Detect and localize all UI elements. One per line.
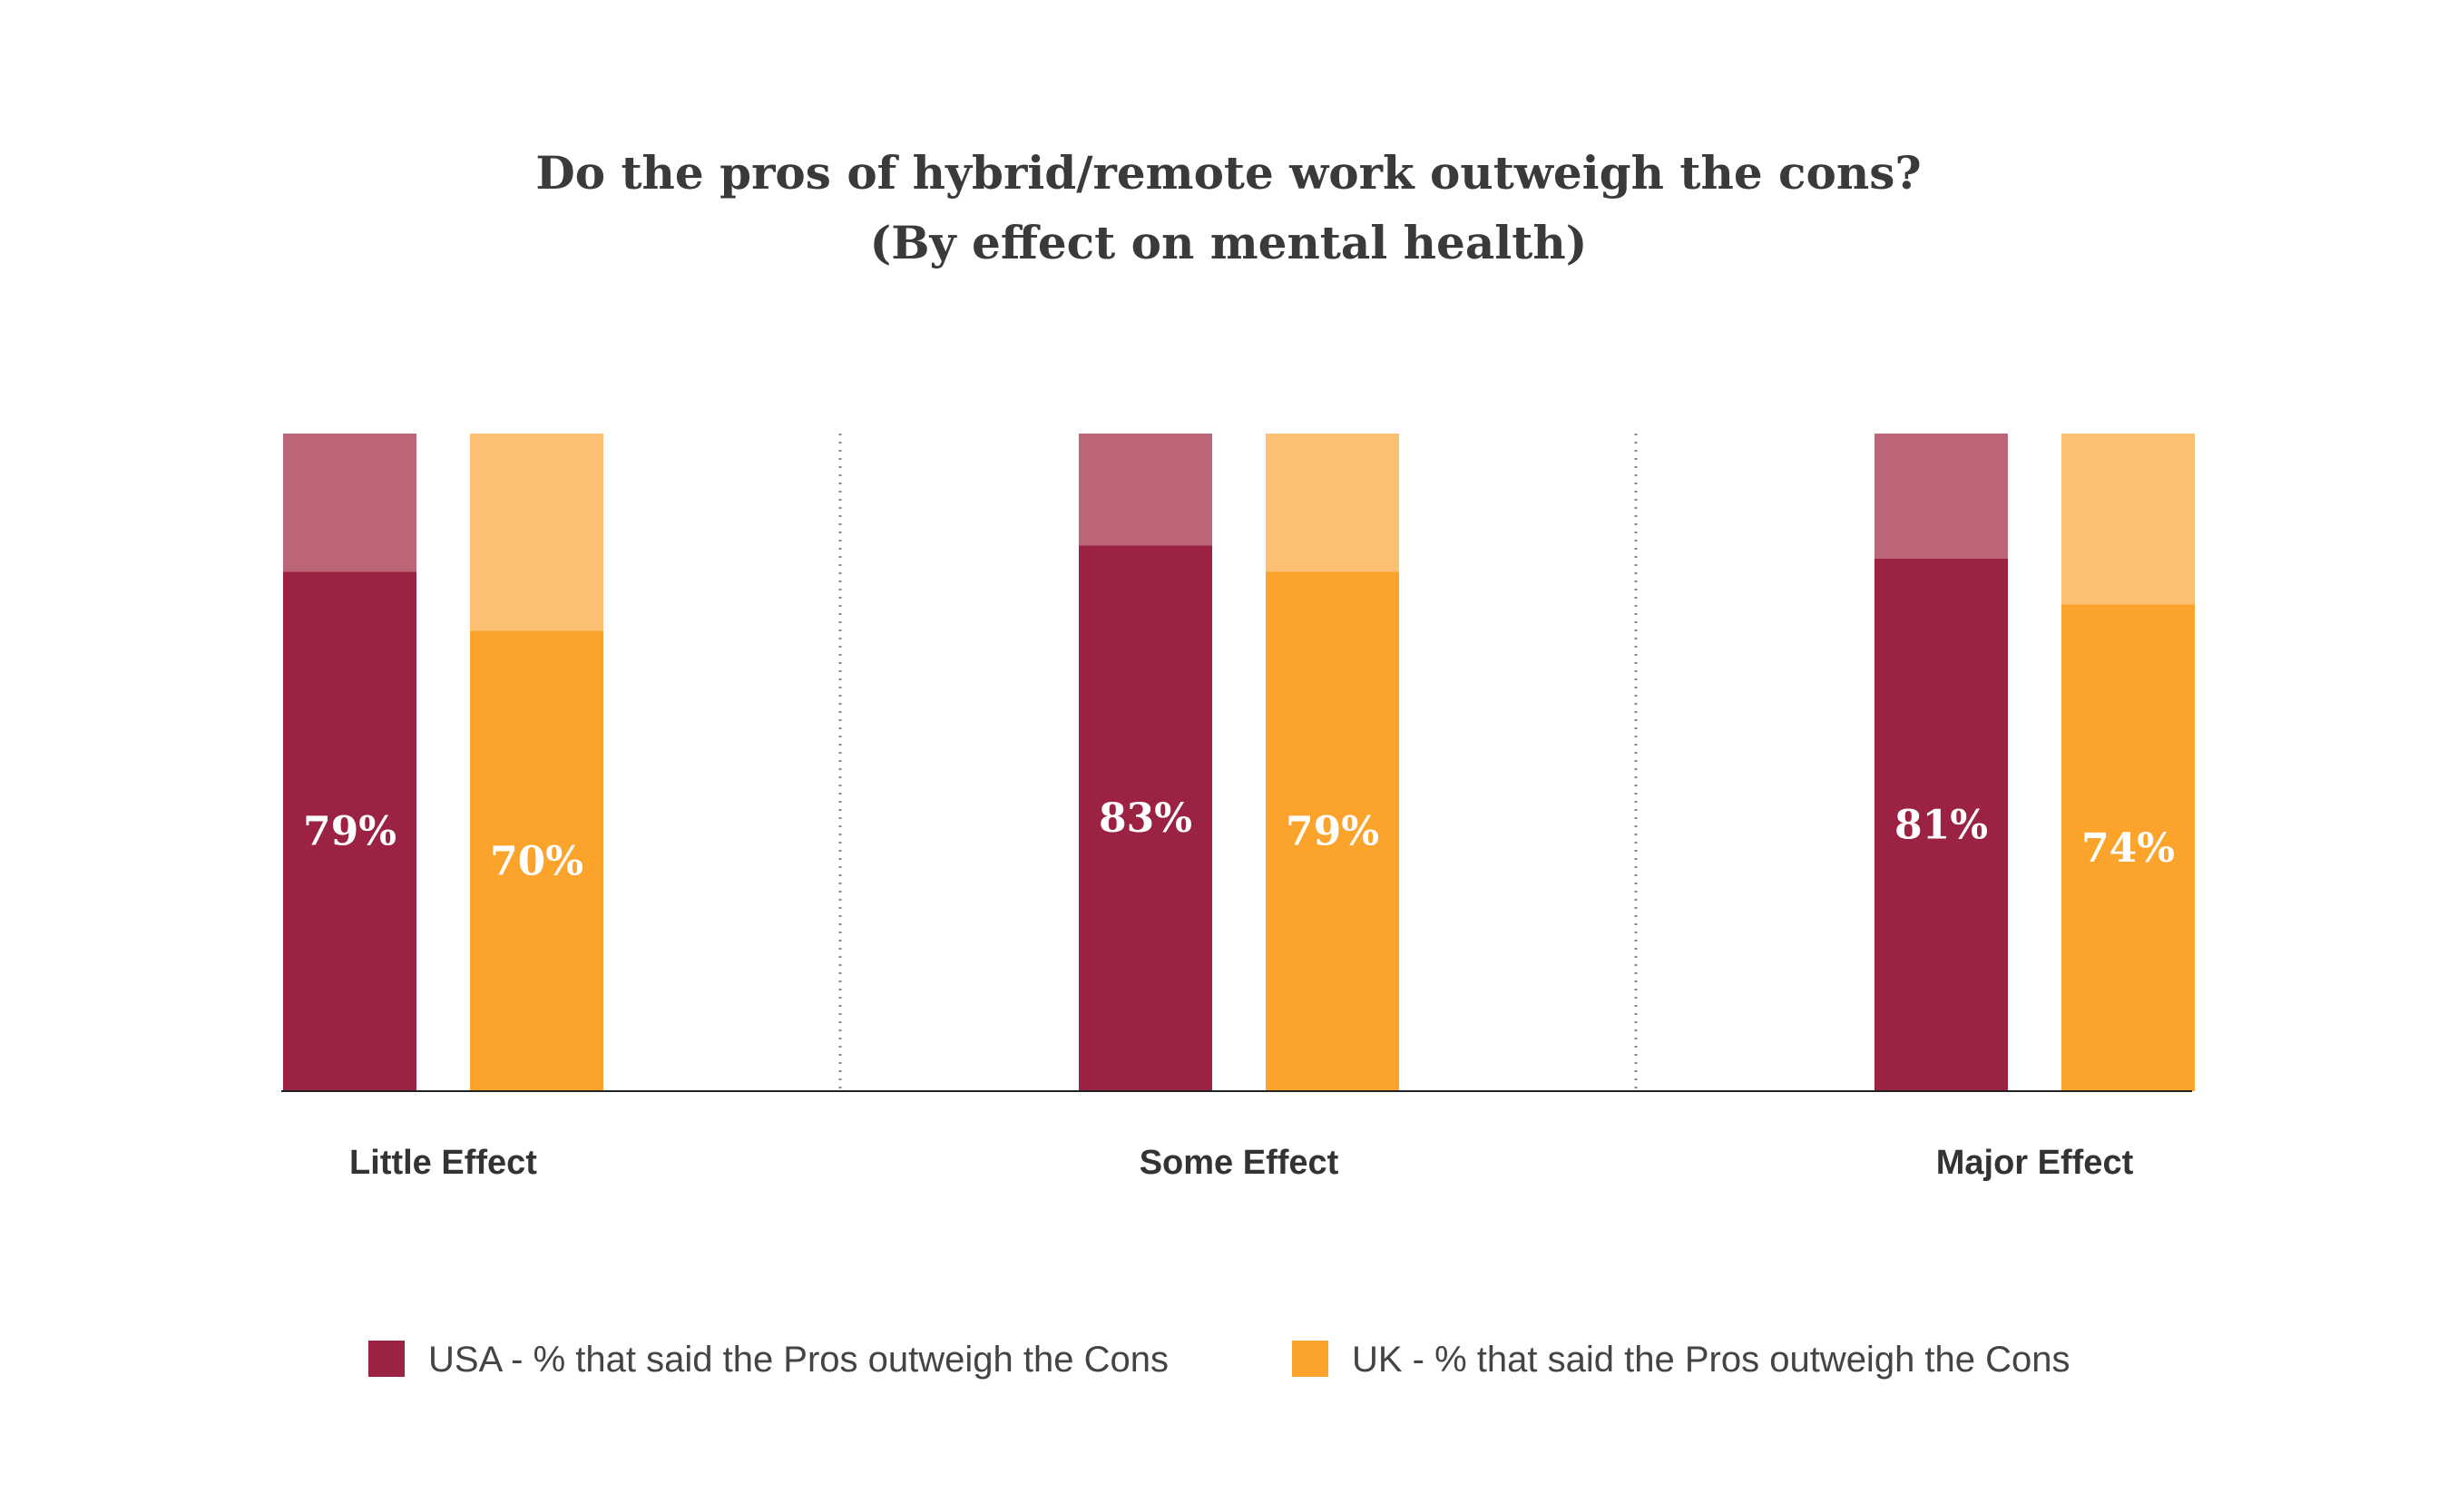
chart-subtitle: (By effect on mental health) [870, 216, 1588, 269]
bar-remainder [283, 434, 416, 572]
chart-title: Do the pros of hybrid/remote work outwei… [535, 146, 1921, 200]
bar [283, 571, 416, 1091]
legend-label: UK - % that said the Pros outweigh the C… [1352, 1340, 2070, 1380]
legend-swatch [368, 1341, 405, 1377]
bar [1266, 571, 1399, 1091]
plot-area: 79% 70% Little Effect 83% 79% Some Effect 81% 7… [283, 434, 2195, 1182]
data-label: 79% [1286, 809, 1379, 855]
bar [1875, 558, 2008, 1091]
data-label: 81% [1894, 802, 1988, 848]
category-label: Some Effect [1140, 1144, 1339, 1182]
bar-remainder [2061, 434, 2195, 605]
bar-remainder [1079, 434, 1212, 546]
category-label: Little Effect [349, 1144, 537, 1182]
data-label: 83% [1099, 795, 1192, 842]
data-label: 70% [490, 838, 583, 884]
data-label: 79% [303, 809, 396, 855]
legend: USA - % that said the Pros outweigh the … [368, 1340, 2070, 1380]
bar-remainder [470, 434, 603, 631]
data-label: 74% [2081, 825, 2175, 872]
legend-swatch [1292, 1341, 1328, 1377]
bar-remainder [1266, 434, 1399, 572]
bar-remainder [1875, 434, 2008, 559]
bar [470, 630, 603, 1091]
category-label: Major Effect [1936, 1144, 2134, 1182]
legend-label: USA - % that said the Pros outweigh the … [428, 1340, 1169, 1380]
bar [1079, 545, 1212, 1091]
bar [2061, 604, 2195, 1091]
